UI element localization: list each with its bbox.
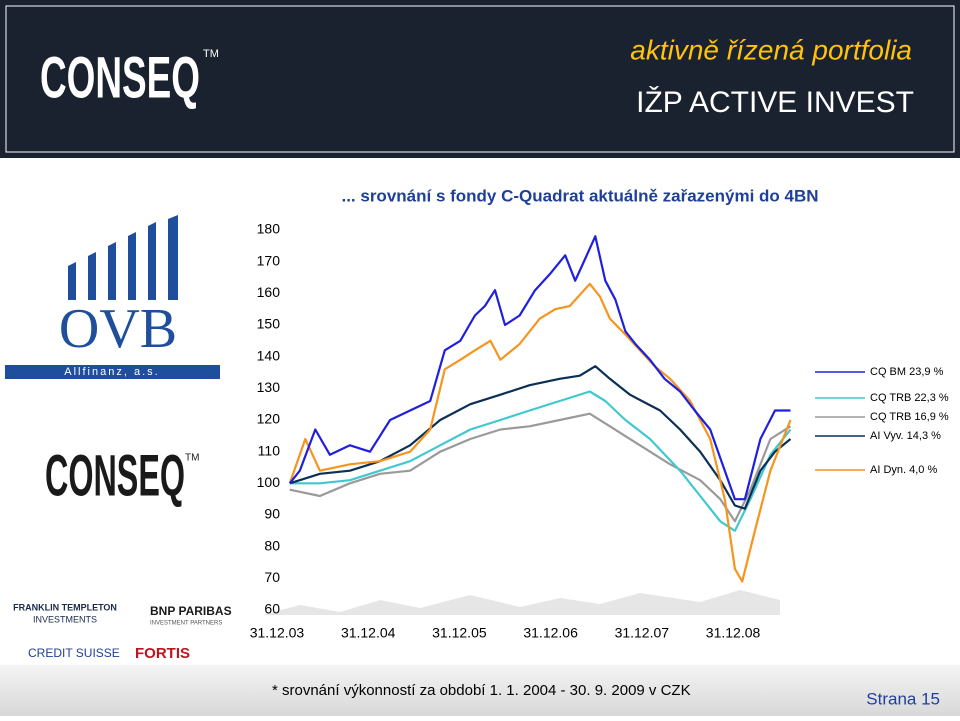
- footer-band: [0, 665, 960, 716]
- partner-name: INVESTMENTS: [33, 614, 97, 624]
- partner-name: FRANKLIN TEMPLETON: [13, 602, 117, 612]
- y-tick-label: 170: [257, 252, 281, 268]
- partner-name: INVESTMENT PARTNERS: [150, 621, 222, 627]
- y-tick-label: 160: [257, 284, 281, 300]
- y-tick-label: 120: [257, 411, 281, 427]
- partner-name: FORTIS: [135, 645, 190, 662]
- header-subtitle: IŽP ACTIVE INVEST: [636, 86, 914, 119]
- x-tick-label: 31.12.06: [523, 625, 578, 641]
- footnote: * srovnání výkonností za období 1. 1. 20…: [272, 682, 691, 699]
- header-band: [0, 0, 960, 158]
- legend-label: CQ BM 23,9 %: [870, 366, 944, 378]
- header-frame: [5, 5, 955, 153]
- y-tick-label: 70: [264, 569, 280, 585]
- y-tick-label: 90: [264, 506, 280, 522]
- ovb-sub: Allfinanz, a.s.: [64, 366, 159, 378]
- ovb-logo: [5, 215, 220, 379]
- y-tick-label: 80: [264, 537, 280, 553]
- x-tick-label: 31.12.08: [706, 625, 761, 641]
- series-line: [288, 235, 791, 501]
- y-tick-label: 180: [257, 221, 281, 237]
- header-tm: TM: [203, 48, 219, 60]
- x-tick-label: 31.12.03: [250, 625, 305, 641]
- ovb-name: OVB: [59, 298, 177, 360]
- legend-label: CQ TRB 22,3 %: [870, 392, 949, 404]
- series-line: [289, 365, 792, 510]
- x-tick-label: 31.12.05: [432, 625, 487, 641]
- skyline: [262, 590, 780, 615]
- series-line: [288, 282, 792, 583]
- page-number: Strana 15: [866, 689, 940, 708]
- header-title: aktivně řízená portfolia: [630, 34, 912, 65]
- legend-label: AI Vyv. 14,3 %: [870, 430, 941, 442]
- y-tick-label: 140: [257, 347, 281, 363]
- legend-label: AI Dyn. 4,0 %: [870, 464, 937, 476]
- x-tick-label: 31.12.07: [615, 625, 670, 641]
- series-line: [289, 412, 792, 523]
- y-tick-label: 60: [264, 601, 280, 617]
- y-tick-label: 100: [257, 474, 281, 490]
- x-tick-label: 31.12.04: [341, 625, 396, 641]
- conseq-tm: TM: [185, 453, 199, 464]
- header-logo: CONSEQ: [40, 45, 200, 110]
- y-tick-label: 130: [257, 379, 281, 395]
- legend-label: CQ TRB 16,9 %: [870, 411, 949, 423]
- partner-name: BNP PARIBAS: [150, 604, 232, 618]
- partner-name: CREDIT SUISSE: [28, 646, 120, 660]
- conseq-logo: CONSEQ: [45, 443, 185, 508]
- y-tick-label: 150: [257, 316, 281, 332]
- y-tick-label: 110: [258, 442, 281, 458]
- chart-title: ... srovnání s fondy C-Quadrat aktuálně …: [341, 186, 818, 205]
